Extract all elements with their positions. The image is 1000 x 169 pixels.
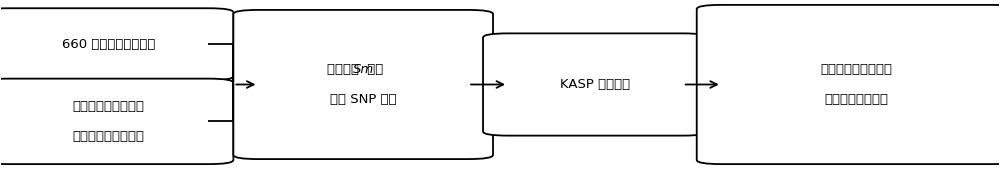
Text: 叶斑病抗性公开数据: 叶斑病抗性公开数据 <box>73 130 145 143</box>
Text: 目标基因: 目标基因 <box>327 63 363 76</box>
Text: 660 份番茄变异组数据: 660 份番茄变异组数据 <box>62 38 155 51</box>
FancyBboxPatch shape <box>0 79 233 164</box>
Text: KASP 标记开发: KASP 标记开发 <box>560 78 630 91</box>
FancyBboxPatch shape <box>483 33 708 136</box>
Text: 种质资源及商品种群: 种质资源及商品种群 <box>821 63 893 76</box>
Text: 通用 SNP 位点: 通用 SNP 位点 <box>330 93 397 106</box>
FancyBboxPatch shape <box>0 8 233 80</box>
FancyBboxPatch shape <box>697 5 1000 164</box>
Text: 体分析与标记验证: 体分析与标记验证 <box>825 93 889 106</box>
Text: 目标基因 Sm 区域: 目标基因 Sm 区域 <box>324 63 402 76</box>
Text: 部分番茄品种资源灰: 部分番茄品种资源灰 <box>73 100 145 113</box>
FancyBboxPatch shape <box>233 10 493 159</box>
Text: Sm: Sm <box>353 63 374 76</box>
Text: 区域: 区域 <box>363 63 383 76</box>
